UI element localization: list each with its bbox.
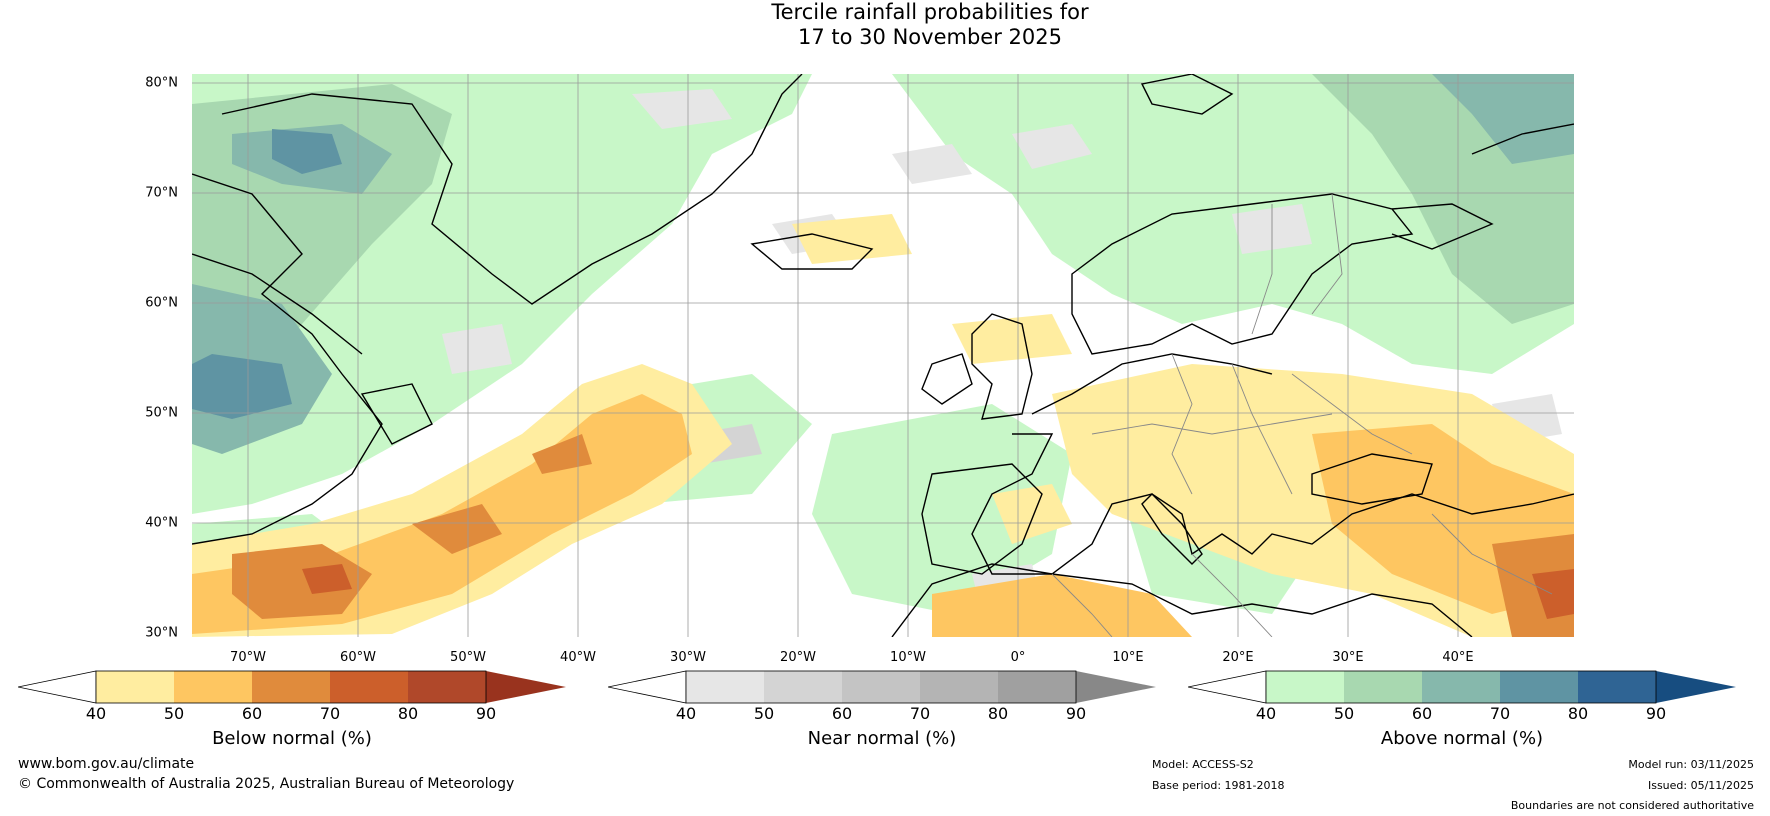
ireland-coast [921,353,973,405]
map-title: Tercile rainfall probabilities for 17 to… [0,0,1770,50]
website-link[interactable]: www.bom.gov.au/climate [18,756,195,772]
near-normal-colorbar [608,670,1156,704]
kola-coast [1391,203,1494,250]
lon-label-40e: 40°E [1442,650,1474,665]
above-normal-swatch-3 [1422,671,1500,703]
above-normal-legend-title: Above normal (%) [1380,728,1544,749]
rainfall-map [192,74,1574,637]
above-normal-colorbar [1188,670,1736,704]
black-sea-coast [1311,453,1433,505]
near-normal-legend-title: Near normal (%) [807,728,957,749]
below-normal-tick: 80 [397,704,419,723]
below-normal-swatch-3 [252,671,330,703]
title-line-1: Tercile rainfall probabilities for [771,0,1089,24]
lat-label-60n: 60°N [145,295,178,311]
lon-label-20w: 20°W [780,650,816,665]
italy-coast [1141,493,1203,565]
below-normal-legend-title: Below normal (%) [212,728,372,749]
near-normal-swatch-2 [764,671,842,703]
lon-label-30e: 30°E [1332,650,1364,665]
near-normal-tick: 80 [987,704,1009,723]
lat-label-70n: 70°N [145,185,178,201]
above-normal-swatch-5 [1578,671,1656,703]
above-normal-tick: 50 [1333,704,1355,723]
lon-label-70w: 70°W [230,650,266,665]
scandinavia-coast [1071,193,1414,355]
newfoundland-coast [360,383,433,445]
below-normal-tick: 40 [85,704,107,723]
near-normal-tick: 40 [675,704,697,723]
copyright-text: © Commonwealth of Australia 2025, Austra… [18,776,515,792]
above-normal-swatch-1 [1266,671,1344,703]
below-normal-colorbar [18,670,566,704]
near-normal-swatch-1 [686,671,764,703]
lat-label-50n: 50°N [145,405,178,421]
near-normal-extend-low [608,670,687,704]
near-normal-extend-high [1076,671,1156,703]
map-svg [192,74,1574,637]
below-normal-tick: 70 [319,704,341,723]
above-normal-tick: 70 [1489,704,1511,723]
title-line-2: 17 to 30 November 2025 [798,25,1062,49]
below-normal-tick: 60 [241,704,263,723]
below-normal-tick: 90 [475,704,497,723]
below-normal-tick: 50 [163,704,185,723]
above-normal-tick: 80 [1567,704,1589,723]
boundaries-disclaimer: Boundaries are not considered authoritat… [1510,799,1754,812]
near-normal-tick: 50 [753,704,775,723]
lat-label-30n: 30°N [145,625,178,641]
lon-label-30w: 30°W [670,650,706,665]
graticule [192,74,1574,637]
lon-label-40w: 40°W [560,650,596,665]
above-normal-tick: 60 [1411,704,1433,723]
above-normal-extend-low [1188,670,1267,704]
above-normal-tick: 90 [1645,704,1667,723]
lon-label-0: 0° [1010,650,1026,665]
labrador-coast [192,253,363,355]
below-normal-extend-high [486,671,566,703]
coastlines [192,74,1574,637]
iberia-coast [921,463,1043,575]
lat-label-40n: 40°N [145,515,178,531]
near-normal-tick: 70 [909,704,931,723]
europe-coast [971,353,1574,575]
lat-label-80n: 80°N [145,75,178,91]
base-period: Base period: 1981-2018 [1152,779,1285,792]
near-normal-swatch-4 [920,671,998,703]
lon-label-10w: 10°W [890,650,926,665]
arctic-russia-coast [1471,123,1574,155]
below-normal-swatch-5 [408,671,486,703]
country-borders [1051,193,1553,637]
greenland-coast [221,74,803,305]
issued-date: Issued: 05/11/2025 [1647,779,1754,792]
iceland-coast [750,233,874,270]
above-normal-extend-high [1656,671,1736,703]
model-run-date: Model run: 03/11/2025 [1628,758,1754,771]
lon-label-50w: 50°W [450,650,486,665]
lon-label-60w: 60°W [340,650,376,665]
above-normal-swatch-4 [1500,671,1578,703]
below-normal-swatch-2 [174,671,252,703]
near-normal-tick: 90 [1065,704,1087,723]
near-normal-tick: 60 [831,704,853,723]
probability-shading [192,74,1574,637]
uk-coast [971,313,1033,420]
canada-coast [192,173,383,545]
above-normal-swatch-2 [1344,671,1422,703]
svalbard-coast [1140,74,1234,115]
near-normal-swatch-3 [842,671,920,703]
model-name: Model: ACCESS-S2 [1152,758,1254,771]
lon-label-20e: 20°E [1222,650,1254,665]
lon-label-10e: 10°E [1112,650,1144,665]
below-normal-swatch-4 [330,671,408,703]
africa-coast [891,563,1473,637]
above-normal-tick: 40 [1255,704,1277,723]
below-normal-extend-low [18,670,97,704]
near-normal-swatch-5 [998,671,1076,703]
below-normal-swatch-1 [96,671,174,703]
